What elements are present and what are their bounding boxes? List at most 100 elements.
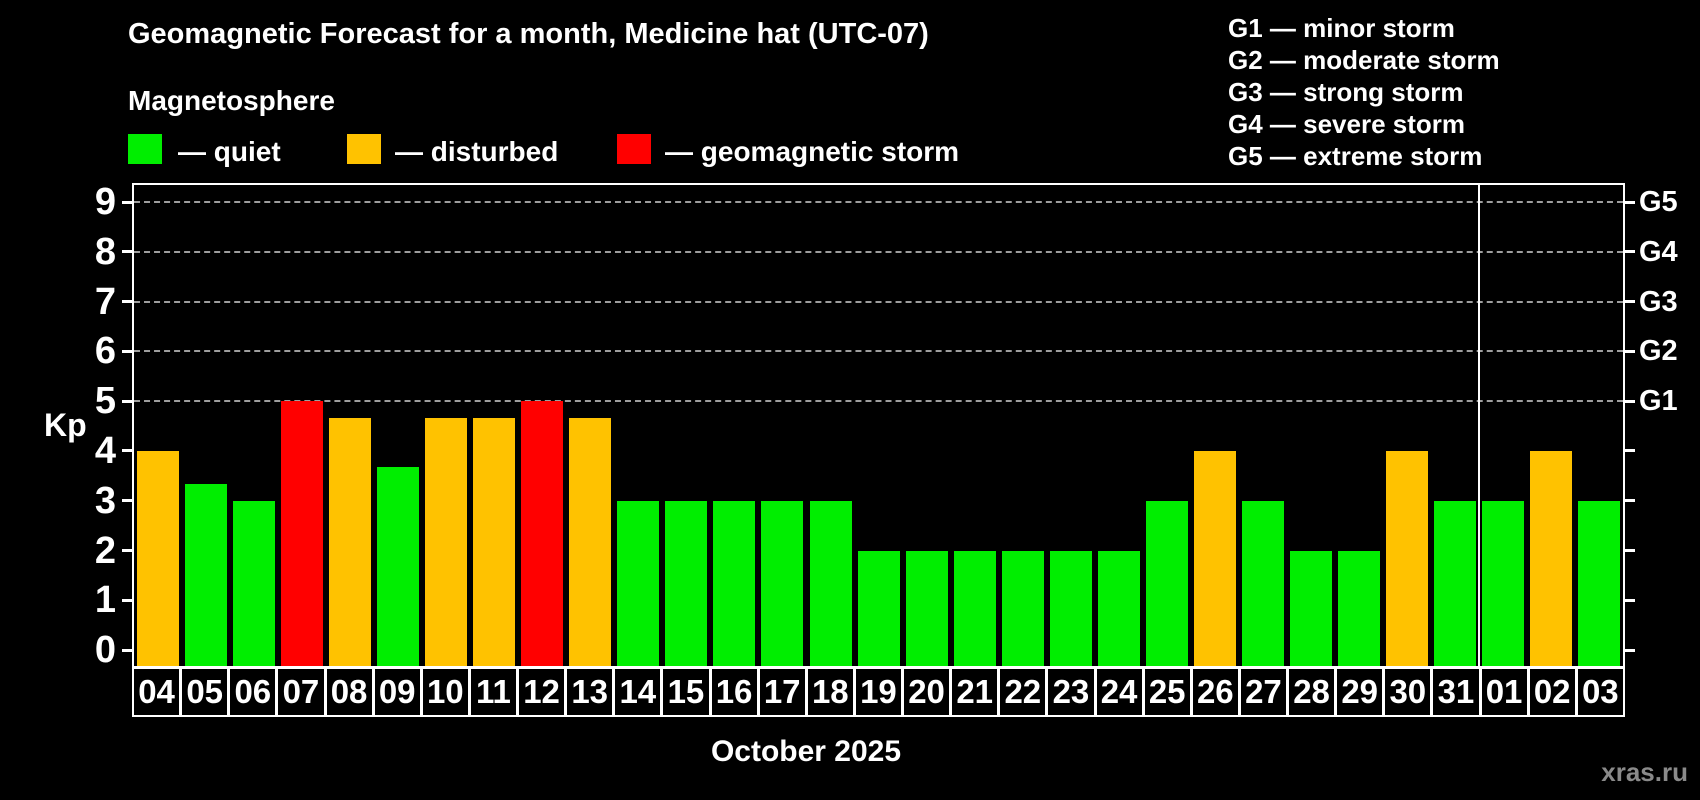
y-axis-tick-label-3: 3 bbox=[94, 479, 116, 522]
y-axis-tick-label-2: 2 bbox=[94, 529, 116, 572]
day-label-25: 25 bbox=[1145, 669, 1193, 715]
day-label-16: 16 bbox=[712, 669, 760, 715]
bar-day-08 bbox=[329, 417, 372, 666]
bar-day-17 bbox=[761, 500, 804, 666]
y-tick-left-1 bbox=[122, 598, 132, 602]
day-label-20: 20 bbox=[904, 669, 953, 715]
y-tick-right-6 bbox=[1625, 349, 1635, 353]
bar-day-10 bbox=[425, 417, 468, 666]
day-label-12: 12 bbox=[519, 669, 568, 715]
day-label-08: 08 bbox=[327, 669, 375, 715]
y-tick-right-0 bbox=[1625, 648, 1635, 652]
day-label-27: 27 bbox=[1241, 669, 1289, 715]
y-tick-left-7 bbox=[122, 300, 132, 304]
gridline-kp8 bbox=[134, 250, 1623, 253]
bar-day-25 bbox=[1145, 500, 1188, 666]
day-label-29: 29 bbox=[1337, 669, 1386, 715]
month-separator-line bbox=[1478, 185, 1480, 666]
day-label-11: 11 bbox=[471, 669, 519, 715]
y-tick-right-1 bbox=[1625, 598, 1635, 602]
y-axis-tick-label-5: 5 bbox=[94, 380, 116, 423]
y-axis-tick-label-9: 9 bbox=[94, 181, 116, 223]
bar-day-16 bbox=[713, 500, 756, 666]
bar-day-01 bbox=[1481, 500, 1524, 666]
storm-legend-label: — geomagnetic storm bbox=[665, 136, 960, 167]
bar-day-15 bbox=[665, 500, 708, 666]
bar-day-14 bbox=[617, 500, 660, 666]
day-label-31: 31 bbox=[1433, 669, 1482, 715]
magnetosphere-label: Magnetosphere bbox=[128, 85, 335, 116]
bar-day-31 bbox=[1433, 500, 1476, 666]
day-label-26: 26 bbox=[1193, 669, 1241, 715]
y-tick-right-5 bbox=[1625, 399, 1635, 403]
y-axis-title: Kp bbox=[44, 407, 87, 443]
day-label-09: 09 bbox=[375, 669, 423, 715]
bar-day-21 bbox=[953, 550, 996, 666]
watermark: xras.ru bbox=[1601, 757, 1688, 787]
day-label-14: 14 bbox=[615, 669, 664, 715]
bar-day-19 bbox=[857, 550, 900, 666]
bar-day-26 bbox=[1193, 450, 1236, 666]
disturbed-legend-label: — disturbed bbox=[395, 136, 559, 167]
x-axis-day-labels: 04 05 06 07 08 09 10 11 12 13 14 15 16 17 18 19 20 21 22 23… bbox=[132, 667, 1625, 717]
day-label-13: 13 bbox=[567, 669, 616, 715]
right-axis-label-g2: G2 bbox=[1639, 335, 1678, 368]
day-label-04: 04 bbox=[134, 669, 183, 715]
y-tick-right-2 bbox=[1625, 549, 1635, 552]
bar-day-11 bbox=[473, 417, 516, 666]
y-tick-left-4 bbox=[122, 449, 132, 453]
storm-legend-swatch bbox=[617, 134, 651, 164]
y-tick-right-8 bbox=[1625, 250, 1635, 254]
day-label-06: 06 bbox=[230, 669, 279, 715]
day-label-05: 05 bbox=[182, 669, 231, 715]
g-scale-legend-item-g5: G5 — extreme storm bbox=[1228, 141, 1483, 171]
day-label-18: 18 bbox=[808, 669, 856, 715]
bar-day-29 bbox=[1337, 550, 1380, 666]
day-label-01: 01 bbox=[1482, 669, 1530, 715]
y-tick-left-6 bbox=[122, 349, 132, 353]
g-scale-legend-item-g2: G2 — moderate storm bbox=[1228, 45, 1500, 75]
bar-day-06 bbox=[233, 500, 276, 666]
g-scale-legend-item-g3: G3 — strong storm bbox=[1228, 77, 1464, 107]
bar-day-09 bbox=[377, 467, 420, 666]
y-tick-right-3 bbox=[1625, 499, 1635, 503]
right-axis-label-g4: G4 bbox=[1639, 235, 1678, 268]
right-axis-label-g5: G5 bbox=[1639, 186, 1678, 218]
gridline-kp6 bbox=[134, 350, 1623, 353]
plot-area bbox=[122, 183, 1635, 668]
day-label-24: 24 bbox=[1097, 669, 1145, 715]
y-axis-tick-label-1: 1 bbox=[94, 579, 116, 622]
bar-day-20 bbox=[905, 550, 948, 666]
day-label-03: 03 bbox=[1581, 673, 1619, 710]
y-tick-left-5 bbox=[122, 399, 132, 403]
right-axis-label-g3: G3 bbox=[1639, 285, 1678, 318]
y-tick-right-9 bbox=[1625, 200, 1635, 204]
bar-day-13 bbox=[569, 417, 612, 666]
y-tick-left-3 bbox=[122, 499, 132, 503]
bar-day-05 bbox=[185, 484, 227, 666]
bar-day-23 bbox=[1049, 550, 1092, 666]
bar-day-30 bbox=[1385, 450, 1428, 666]
day-label-23: 23 bbox=[1048, 669, 1097, 715]
day-label-15: 15 bbox=[663, 669, 712, 715]
bar-day-04 bbox=[137, 450, 179, 666]
gridline-kp9 bbox=[134, 201, 1623, 203]
g-scale-legend-item-g4: G4 — severe storm bbox=[1228, 109, 1466, 139]
gridline-kp5 bbox=[134, 400, 1623, 403]
day-label-10: 10 bbox=[423, 669, 471, 715]
bar-day-24 bbox=[1097, 550, 1140, 666]
day-label-07: 07 bbox=[278, 669, 327, 715]
y-tick-right-7 bbox=[1625, 300, 1635, 304]
bar-day-12 bbox=[521, 401, 564, 666]
y-axis-tick-label-4: 4 bbox=[94, 429, 116, 472]
day-label-17: 17 bbox=[760, 669, 808, 715]
day-label-02: 02 bbox=[1530, 669, 1578, 715]
y-tick-right-4 bbox=[1625, 449, 1635, 453]
g-scale-legend: G1 — minor storm G2 — moderate storm G3 … bbox=[1228, 12, 1500, 172]
y-tick-left-2 bbox=[122, 549, 132, 552]
y-axis-tick-label-6: 6 bbox=[94, 330, 116, 373]
disturbed-legend-swatch bbox=[347, 134, 381, 164]
quiet-legend-swatch bbox=[128, 134, 162, 164]
y-tick-left-9 bbox=[122, 200, 132, 204]
